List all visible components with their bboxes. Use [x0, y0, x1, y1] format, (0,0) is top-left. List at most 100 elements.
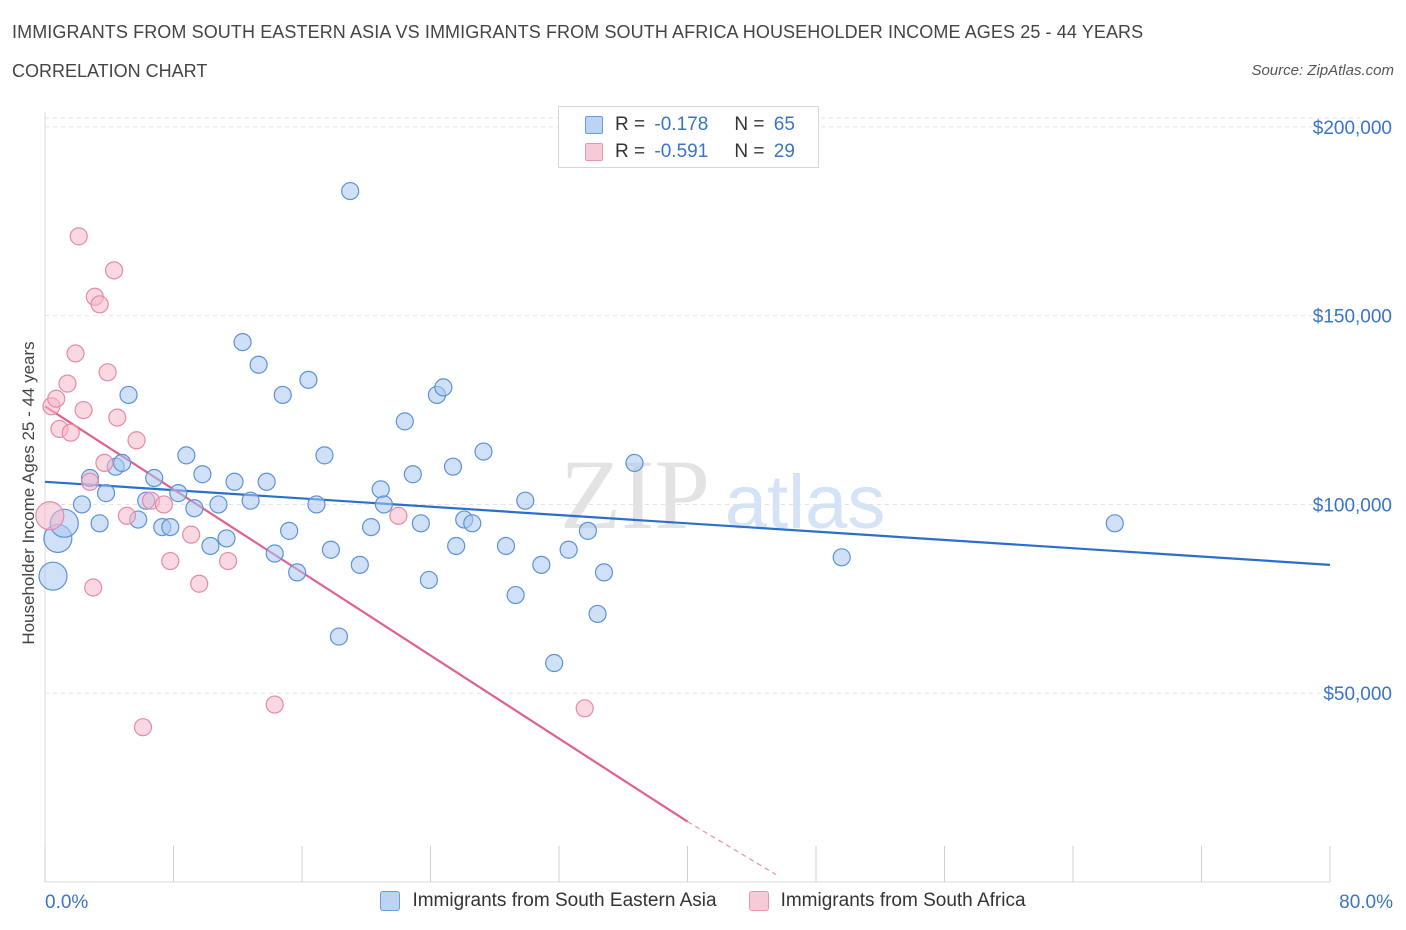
data-point — [117, 506, 137, 525]
data-point — [249, 355, 268, 374]
stats-row-blue: R = -0.178 N = 65 — [585, 113, 795, 137]
data-point — [177, 446, 196, 465]
data-point — [350, 555, 369, 574]
chart-title: IMMIGRANTS FROM SOUTH EASTERN ASIA VS IM… — [12, 22, 1144, 42]
data-point — [474, 442, 493, 461]
n-label: N = — [734, 114, 765, 135]
data-point — [90, 514, 109, 533]
watermark-atlas: atlas — [725, 460, 886, 545]
r-value: -0.591 — [654, 141, 709, 162]
data-point — [225, 472, 244, 491]
data-point — [403, 465, 422, 484]
data-points — [35, 181, 1124, 737]
data-point — [201, 536, 220, 556]
series-legend: Immigrants from South Eastern Asia Immig… — [0, 890, 1406, 912]
data-point — [299, 370, 318, 389]
data-point — [61, 423, 80, 442]
data-point — [588, 604, 607, 624]
data-point — [265, 695, 284, 714]
data-point — [219, 551, 238, 571]
data-point — [257, 472, 276, 491]
data-point — [80, 472, 100, 491]
data-point — [532, 555, 551, 574]
legend-swatch-pink — [748, 891, 769, 911]
data-point — [72, 495, 92, 514]
r-label: R = — [615, 114, 646, 135]
legend-item-south-africa: Immigrants from South Africa — [748, 890, 1026, 912]
chart-subtitle: CORRELATION CHART — [12, 61, 208, 81]
data-point — [98, 363, 117, 382]
legend-label: Immigrants from South Africa — [780, 890, 1026, 911]
n-label: N = — [734, 141, 765, 162]
data-point — [217, 529, 236, 548]
data-point — [47, 389, 66, 408]
data-point — [506, 585, 525, 605]
data-point — [104, 261, 124, 280]
data-point — [496, 536, 516, 556]
legend-swatch-pink — [585, 143, 603, 161]
data-point — [161, 551, 180, 571]
legend-label: Immigrants from South Eastern Asia — [412, 890, 717, 911]
data-point — [241, 491, 260, 510]
data-point — [575, 699, 594, 718]
axes — [44, 112, 1331, 883]
stats-legend: R = -0.178 N = 65 R = -0.591 N = 29 — [558, 106, 819, 168]
data-point — [578, 521, 598, 540]
legend-item-south-eastern-asia: Immigrants from South Eastern Asia — [380, 890, 717, 912]
data-point — [321, 540, 341, 559]
data-point — [84, 578, 103, 597]
data-point — [280, 521, 299, 540]
data-point — [1105, 514, 1124, 533]
x-tick-labels: 0.0% 80.0% — [45, 892, 1393, 913]
data-point — [209, 495, 228, 514]
source-note: Source: ZipAtlas.com — [1251, 62, 1394, 79]
data-point — [315, 446, 334, 465]
data-point — [594, 563, 614, 582]
data-point — [545, 653, 564, 673]
data-point — [182, 525, 201, 544]
data-point — [161, 517, 180, 537]
data-point — [127, 431, 146, 450]
data-point — [389, 506, 408, 525]
trend-line-dashed — [687, 821, 777, 875]
data-point — [463, 514, 482, 533]
data-point — [559, 540, 578, 559]
data-point — [307, 495, 326, 514]
data-point — [625, 453, 644, 473]
data-point — [374, 495, 394, 514]
data-point — [434, 378, 453, 397]
data-point — [35, 501, 65, 531]
data-point — [190, 574, 209, 593]
data-point — [66, 344, 85, 363]
y-tick-label: $50,000 — [1323, 684, 1392, 705]
data-point — [265, 544, 284, 563]
data-point — [95, 453, 114, 473]
data-point — [119, 385, 138, 405]
data-point — [169, 484, 188, 503]
data-point — [443, 457, 463, 476]
data-point — [516, 491, 535, 510]
trend-line — [44, 480, 1331, 566]
data-point — [133, 718, 153, 737]
y-tick-labels: $200,000 $150,000 $100,000 $50,000 — [1313, 118, 1392, 705]
x-tick-label: 80.0% — [1339, 892, 1393, 913]
data-point — [341, 181, 360, 201]
stats-row-pink: R = -0.591 N = 29 — [585, 140, 795, 164]
data-point — [185, 499, 204, 518]
r-label: R = — [615, 141, 646, 162]
y-tick-label: $200,000 — [1313, 118, 1392, 139]
data-point — [145, 468, 164, 488]
legend-swatch-blue — [380, 891, 401, 911]
data-point — [58, 374, 77, 393]
n-value: 65 — [773, 114, 795, 135]
data-point — [288, 563, 307, 582]
data-point — [411, 514, 430, 533]
data-point — [361, 517, 381, 537]
gridlines — [45, 117, 1360, 694]
data-point — [108, 408, 127, 427]
data-point — [395, 412, 414, 431]
data-point — [329, 627, 349, 646]
data-point — [447, 536, 466, 556]
data-point — [154, 495, 173, 514]
